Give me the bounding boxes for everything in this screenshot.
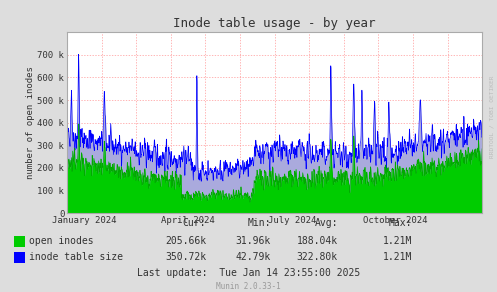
Text: inode table size: inode table size (29, 252, 123, 262)
Text: Max:: Max: (389, 218, 413, 228)
Text: Munin 2.0.33-1: Munin 2.0.33-1 (216, 282, 281, 291)
Text: 322.80k: 322.80k (297, 252, 338, 262)
Text: 31.96k: 31.96k (236, 236, 271, 246)
Text: Cur:: Cur: (183, 218, 206, 228)
Text: 1.21M: 1.21M (383, 236, 413, 246)
Y-axis label: number of open inodes: number of open inodes (26, 66, 35, 179)
Text: 42.79k: 42.79k (236, 252, 271, 262)
Text: Min:: Min: (248, 218, 271, 228)
Text: 1.21M: 1.21M (383, 252, 413, 262)
Text: 350.72k: 350.72k (165, 252, 206, 262)
Text: RRDTOOL / TOBI OETIKER: RRDTOOL / TOBI OETIKER (490, 76, 495, 158)
Text: 188.04k: 188.04k (297, 236, 338, 246)
Text: 205.66k: 205.66k (165, 236, 206, 246)
Text: Last update:  Tue Jan 14 23:55:00 2025: Last update: Tue Jan 14 23:55:00 2025 (137, 268, 360, 278)
Text: Avg:: Avg: (315, 218, 338, 228)
Text: open inodes: open inodes (29, 236, 93, 246)
Title: Inode table usage - by year: Inode table usage - by year (173, 17, 376, 29)
